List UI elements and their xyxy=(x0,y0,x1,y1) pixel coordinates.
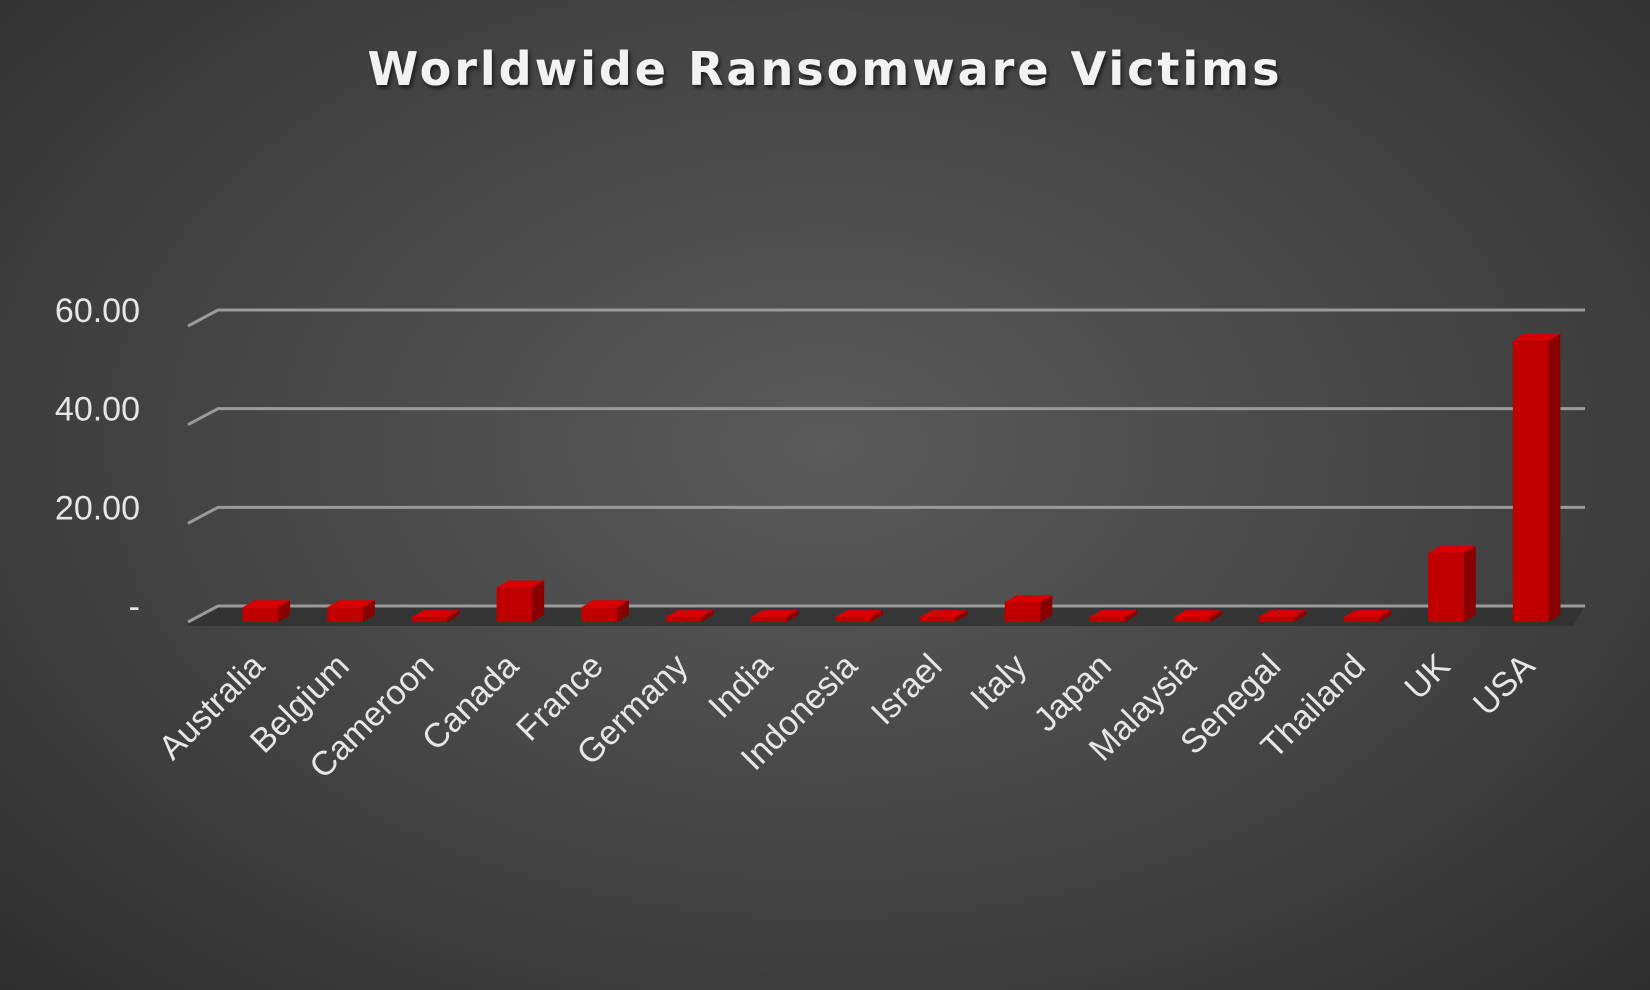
bar xyxy=(1428,545,1476,622)
bar-front xyxy=(327,607,363,622)
bar-top xyxy=(411,610,460,618)
chart-title: Worldwide Ransomware Victims xyxy=(368,42,1283,96)
bar-front xyxy=(920,617,956,622)
bar xyxy=(1174,610,1222,622)
bar xyxy=(750,610,799,622)
x-tick-label: Canada xyxy=(415,647,526,758)
bar-front xyxy=(1174,617,1210,622)
bar-side xyxy=(870,610,883,622)
bar-top xyxy=(665,610,714,618)
bar-top xyxy=(327,600,375,608)
bar-side xyxy=(1463,545,1476,622)
gridline xyxy=(187,604,1585,624)
bar-front xyxy=(665,617,702,622)
y-tick-label: - xyxy=(129,588,140,626)
bar-front xyxy=(835,617,871,622)
bar xyxy=(835,610,883,622)
x-tick-label: Israel xyxy=(864,647,950,733)
bar-front xyxy=(581,607,617,622)
bar xyxy=(665,610,714,622)
bar-side xyxy=(1548,333,1561,622)
bar xyxy=(1089,610,1138,622)
x-tick-label: USA xyxy=(1466,647,1543,724)
bar xyxy=(1004,595,1053,622)
y-tick-label: 20.00 xyxy=(55,489,140,527)
bar-side xyxy=(532,580,545,622)
x-tick-label: UK xyxy=(1397,647,1457,707)
bar-side xyxy=(1379,610,1392,622)
x-tick-label: Australia xyxy=(152,647,272,767)
bar-front xyxy=(411,617,448,622)
bar-top xyxy=(750,610,799,618)
bar-side xyxy=(955,610,968,622)
bar-front xyxy=(750,617,787,622)
bar-front xyxy=(242,607,279,622)
bar-front xyxy=(1089,617,1126,622)
bar-front xyxy=(1258,617,1295,622)
bar-front xyxy=(1343,617,1380,622)
bar xyxy=(242,600,291,622)
bar-top xyxy=(1089,610,1138,618)
bar-side xyxy=(701,610,714,622)
gridlines xyxy=(187,308,1585,624)
bar-front xyxy=(496,587,533,622)
bar-top xyxy=(1343,610,1392,618)
bar-front xyxy=(1512,340,1549,622)
bar-top xyxy=(1428,545,1476,553)
bar-side xyxy=(447,610,460,622)
x-tick-label: India xyxy=(701,647,780,726)
bar-top xyxy=(581,600,629,608)
bar-side xyxy=(278,600,291,622)
bar-top xyxy=(1004,595,1053,603)
bar xyxy=(1512,333,1561,622)
bars xyxy=(242,333,1561,622)
bar xyxy=(1343,610,1392,622)
bar-top xyxy=(1174,610,1222,618)
bar-front xyxy=(1428,552,1464,622)
bar-side xyxy=(1294,610,1307,622)
bar xyxy=(920,610,968,622)
bar-side xyxy=(1040,595,1053,622)
bar-side xyxy=(786,610,799,622)
gridline xyxy=(187,505,1585,525)
bar xyxy=(1258,610,1307,622)
bar-top xyxy=(1512,333,1561,341)
bar xyxy=(327,600,375,622)
bar-top xyxy=(1258,610,1307,618)
y-tick-label: 40.00 xyxy=(55,391,140,429)
bar-top xyxy=(835,610,883,618)
bar xyxy=(496,580,545,622)
y-tick-label: 60.00 xyxy=(55,292,140,330)
bar-side xyxy=(616,600,629,622)
bar-top xyxy=(496,580,545,588)
bar xyxy=(411,610,460,622)
bar-side xyxy=(1209,610,1222,622)
x-axis: AustraliaBelgiumCameroonCanadaFranceGerm… xyxy=(152,647,1543,786)
bar-top xyxy=(920,610,968,618)
x-tick-label: Italy xyxy=(963,647,1034,718)
bar xyxy=(581,600,629,622)
gridline xyxy=(187,407,1585,426)
bar-side xyxy=(1125,610,1138,622)
bar-side xyxy=(362,600,375,622)
bar-front xyxy=(1004,602,1041,622)
gridline xyxy=(187,308,1585,328)
bar-top xyxy=(242,600,291,608)
y-axis: - 20.00 40.00 60.00 xyxy=(55,292,140,626)
